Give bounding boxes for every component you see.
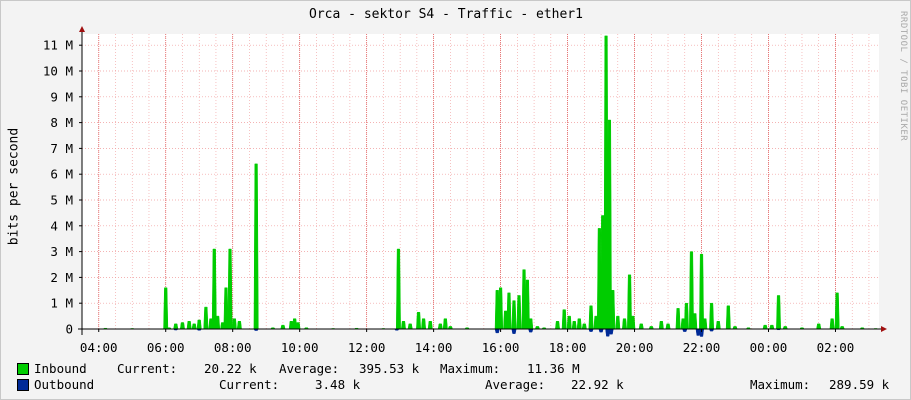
x-tick-label: 18:00 [549,340,587,355]
traffic-chart: 0 1 M 2 M 3 M 4 M 5 M 6 M 7 M 8 M 9 M 10 M 11 M 04:0… [43,26,887,355]
x-axis-arrow [881,326,887,332]
inbound-swatch [17,363,29,375]
outbound-current-value: 3.48 k [315,377,361,392]
y-tick-label: 11 M [43,38,73,53]
x-tick-label: 06:00 [147,340,185,355]
y-tick-label: 6 M [50,167,73,182]
y-tick-label: 9 M [50,89,73,104]
y-tick-label: 0 [65,322,73,337]
x-tick-label: 04:00 [80,340,118,355]
x-tick-label: 08:00 [214,340,252,355]
outbound-average-value: 22.92 k [571,377,624,392]
inbound-maximum-value: 11.36 M [527,361,580,376]
x-tick-label: 16:00 [482,340,520,355]
y-tick-label: 5 M [50,193,73,208]
inbound-current-value: 20.22 k [204,361,257,376]
x-tick-label: 12:00 [348,340,386,355]
outbound-average-label: Average: [485,377,546,392]
x-tick-label: 02:00 [817,340,855,355]
outbound-maximum-label: Maximum: [750,377,811,392]
y-tick-label: 8 M [50,115,73,130]
inbound-average-value: 395.53 k [359,361,420,376]
outbound-maximum-value: 289.59 k [829,377,890,392]
inbound-current-label: Current: [117,361,178,376]
x-tick-label: 00:00 [750,340,788,355]
x-tick-label: 22:00 [683,340,721,355]
y-tick-label: 2 M [50,270,73,285]
outbound-current-label: Current: [219,377,280,392]
inbound-maximum-label: Maximum: [440,361,501,376]
outbound-swatch [17,379,29,391]
y-tick-label: 4 M [50,218,73,233]
inbound-average-label: Average: [279,361,340,376]
legend-outbound: Outbound Current: 3.48 k Average: 22.92 … [17,377,897,393]
y-tick-label: 10 M [43,64,73,79]
inbound-name: Inbound [34,361,87,376]
x-tick-label: 14:00 [415,340,453,355]
y-tick-label: 3 M [50,244,73,259]
inbound-series-area [82,35,879,330]
y-axis-arrow [79,26,85,32]
y-tick-label: 1 M [50,296,73,311]
plot-area [82,34,879,329]
x-tick-label: 20:00 [616,340,654,355]
chart-title: Orca - sektor S4 - Traffic - ether1 [309,7,583,22]
outbound-name: Outbound [34,377,95,392]
y-tick-label: 7 M [50,141,73,156]
x-tick-label: 10:00 [281,340,319,355]
legend-inbound: Inbound Current: 20.22 k Average: 395.53… [17,361,617,377]
outbound-series-area [82,328,879,337]
